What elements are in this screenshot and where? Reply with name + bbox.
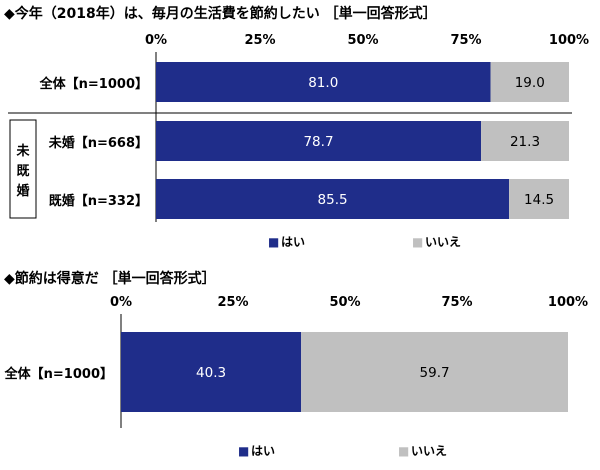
chart-1-bar-yes-0 xyxy=(156,62,491,102)
chart-1-bar-no-0 xyxy=(490,62,569,102)
chart-2: ◆節約は得意だ ［単一回答形式］ 0% 25% 50% 75% 100% 全体【… xyxy=(4,270,588,458)
chart-2-tick-25: 25% xyxy=(217,295,248,310)
chart-2-legend-yes-marker: ■ xyxy=(238,444,249,458)
chart-1-bar-yes-2 xyxy=(156,179,510,219)
chart-1-value-label-no-1: 21.3 xyxy=(510,134,540,150)
chart-1-category-label-0: 全体【n=1000】 xyxy=(39,76,148,92)
chart-2-title: ◆節約は得意だ ［単一回答形式］ xyxy=(4,270,216,287)
chart-1-category-label-2: 既婚【n=332】 xyxy=(49,193,148,209)
chart-1-title: ◆今年（2018年）は、毎月の生活費を節約したい ［単一回答形式］ xyxy=(4,5,437,22)
chart-1-bar-yes-1 xyxy=(156,121,482,161)
chart-2-x-ticks: 0% 25% 50% 75% 100% xyxy=(110,295,588,310)
chart-2-category-label-0: 全体【n=1000】 xyxy=(4,366,113,382)
chart-1-value-label-yes-2: 85.5 xyxy=(318,192,348,208)
chart-2-legend-no-marker: ■ xyxy=(398,444,409,458)
group-label-char-3: 婚 xyxy=(16,183,29,199)
chart-2-tick-0: 0% xyxy=(110,295,132,310)
chart-1-tick-100: 100% xyxy=(549,33,589,48)
chart-1-tick-50: 50% xyxy=(347,33,378,48)
chart-1-tick-0: 0% xyxy=(145,33,167,48)
chart-2-tick-50: 50% xyxy=(329,295,360,310)
chart-1-legend-no-label: いいえ xyxy=(425,235,461,249)
chart-1-legend-yes-marker: ■ xyxy=(268,235,279,249)
chart-2-bar-no-0 xyxy=(301,332,568,412)
chart-2-value-label-no-0: 59.7 xyxy=(420,365,450,381)
chart-1-value-label-yes-0: 81.0 xyxy=(308,75,338,91)
group-label-char-1: 未 xyxy=(15,143,30,159)
chart-1-legend-no-marker: ■ xyxy=(412,235,423,249)
chart-2-tick-100: 100% xyxy=(548,295,588,310)
chart-1: ◆今年（2018年）は、毎月の生活費を節約したい ［単一回答形式］ 0% 25%… xyxy=(4,5,589,249)
chart-1-value-label-yes-1: 78.7 xyxy=(303,134,333,150)
chart-1-x-ticks: 0% 25% 50% 75% 100% xyxy=(145,33,589,48)
chart-1-tick-25: 25% xyxy=(244,33,275,48)
chart-2-legend-yes-label: はい xyxy=(251,444,275,458)
chart-1-category-label-1: 未婚【n=668】 xyxy=(48,135,148,151)
chart-1-legend-yes-label: はい xyxy=(281,235,305,249)
chart-1-value-label-no-0: 19.0 xyxy=(515,75,545,91)
chart-1-bar-no-2 xyxy=(509,179,569,219)
chart-1-bars: 81.0 19.0 78.7 21.3 85.5 14.5 xyxy=(156,62,569,219)
chart-2-value-label-yes-0: 40.3 xyxy=(196,365,226,381)
chart-1-bar-no-1 xyxy=(481,121,569,161)
chart-2-legend-no-label: いいえ xyxy=(411,444,447,458)
chart-2-bar-yes-0 xyxy=(121,332,302,412)
group-bracket xyxy=(9,119,37,219)
chart-2-tick-75: 75% xyxy=(441,295,472,310)
chart-1-tick-75: 75% xyxy=(450,33,481,48)
chart-1-value-label-no-2: 14.5 xyxy=(524,192,554,208)
chart-2-bars: 40.3 59.7 xyxy=(121,332,568,412)
group-label-char-2: 既 xyxy=(16,164,29,179)
